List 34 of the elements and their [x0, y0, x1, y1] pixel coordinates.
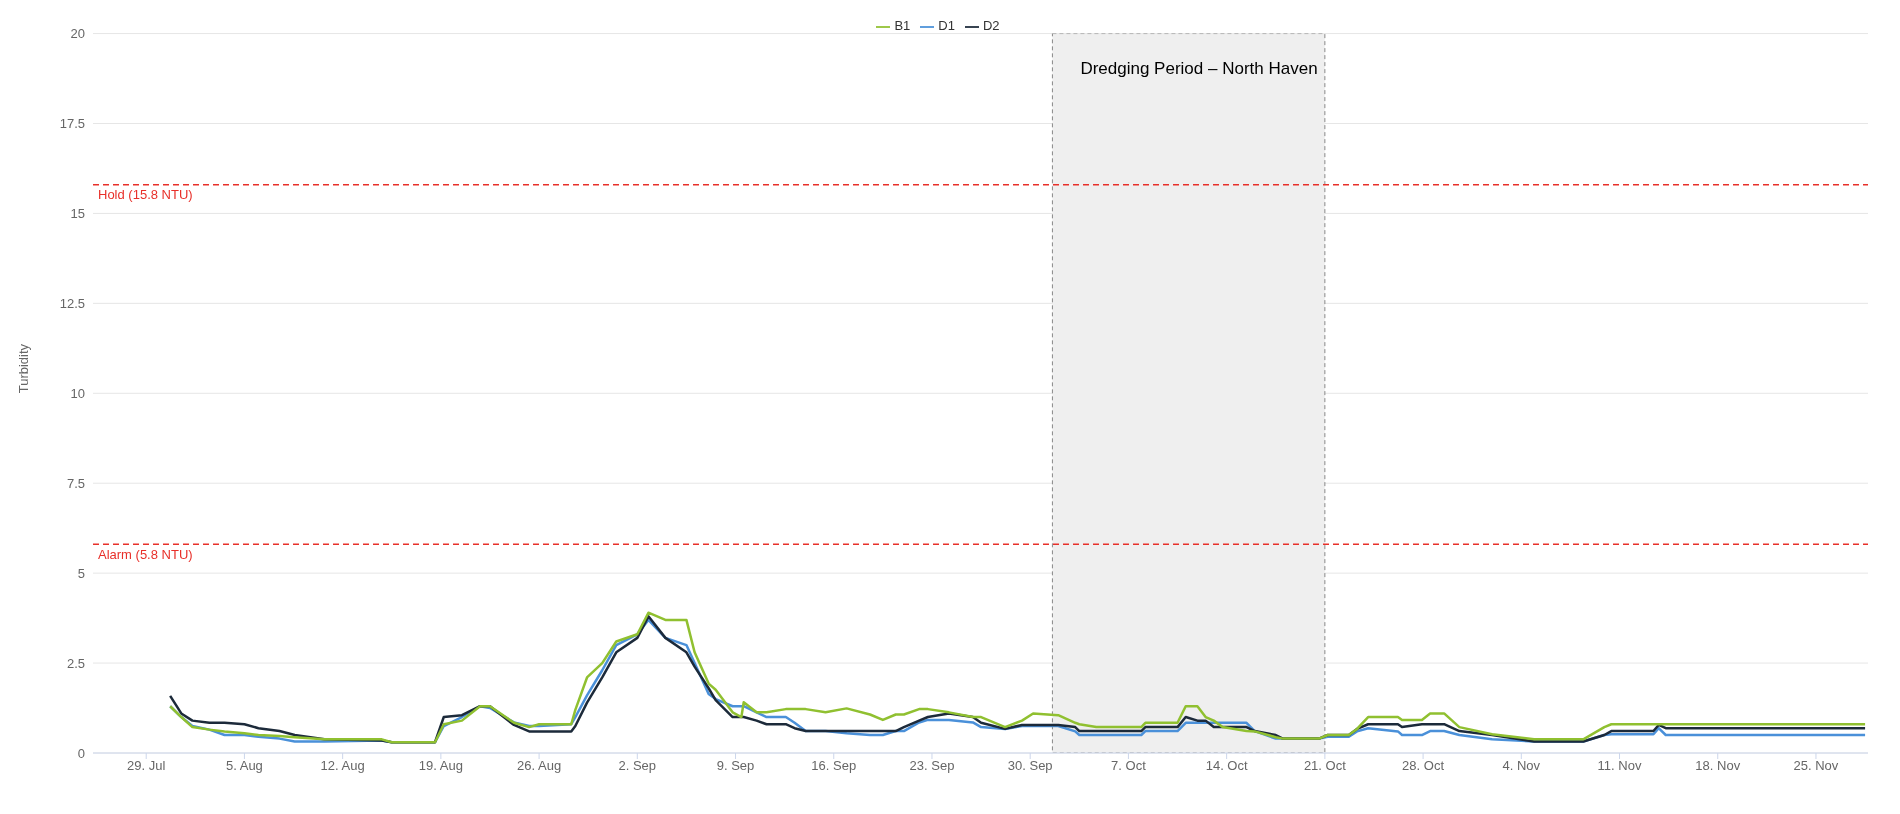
y-tick-label: 5 [77, 565, 85, 581]
ref-line-label: Hold (15.8 NTU) [98, 186, 193, 202]
x-tick-label: 28. Oct [1402, 758, 1445, 774]
ref-line-label: Alarm (5.8 NTU) [98, 546, 193, 562]
x-tick-label: 30. Sep [1007, 758, 1053, 774]
x-tick-label: 2. Sep [618, 758, 657, 774]
legend-label: D2 [982, 18, 1000, 33]
x-tick-label: 12. Aug [320, 758, 365, 774]
y-tick-label: 10 [70, 385, 85, 401]
x-tick-label: 29. Jul [127, 758, 166, 774]
x-tick-label: 25. Nov [1793, 758, 1839, 774]
legend-label: D1 [938, 18, 955, 33]
y-tick-label: 15 [70, 206, 85, 222]
band-label: Dredging Period – North Haven [1080, 58, 1318, 78]
y-tick-label: 2.5 [66, 655, 85, 671]
y-axis-title: Turbidity [15, 343, 31, 394]
y-tick-label: 7.5 [66, 475, 85, 491]
x-tick-label: 16. Sep [811, 758, 857, 774]
legend-label: B1 [894, 18, 911, 33]
x-tick-label: 7. Oct [1111, 758, 1147, 774]
y-tick-label: 0 [77, 745, 85, 761]
x-tick-label: 23. Sep [909, 758, 955, 774]
y-tick-label: 12.5 [59, 295, 85, 311]
x-tick-label: 4. Nov [1502, 758, 1541, 774]
x-tick-label: 19. Aug [418, 758, 463, 774]
x-tick-label: 9. Sep [716, 758, 755, 774]
y-tick-label: 17.5 [59, 116, 85, 132]
x-tick-label: 11. Nov [1597, 758, 1642, 774]
x-tick-label: 18. Nov [1695, 758, 1741, 774]
y-tick-label: 20 [70, 26, 85, 42]
x-tick-label: 26. Aug [517, 758, 562, 774]
x-tick-label: 14. Oct [1205, 758, 1248, 774]
x-tick-label: 21. Oct [1303, 758, 1347, 774]
x-tick-label: 5. Aug [225, 758, 263, 774]
